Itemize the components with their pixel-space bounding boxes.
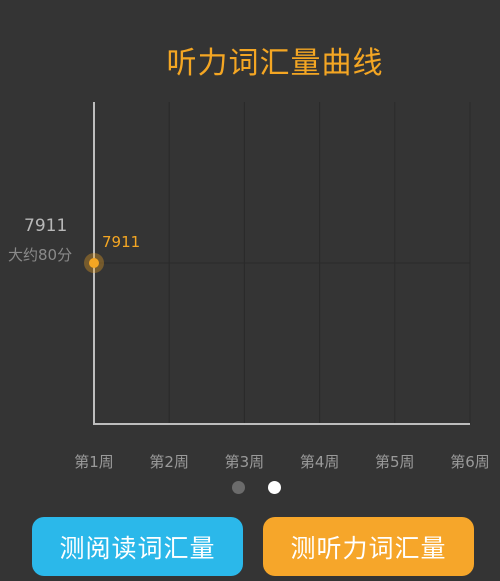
series-points: 7911 [84,233,140,273]
y-axis-value-label: 7911 [24,216,68,236]
x-tick-label: 第2周 [149,453,189,471]
chart-title: 听力词汇量曲线 [166,46,384,81]
x-tick-label: 第6周 [450,453,490,471]
x-axis-ticks: 第1周 第2周 第3周 第4周 第5周 第6周 [74,453,490,471]
test-listening-vocabulary-button[interactable]: 测听力词汇量 [263,517,474,576]
chart-grid [94,102,471,424]
x-tick-label: 第3周 [225,453,265,471]
data-point[interactable] [89,258,99,268]
x-tick-label: 第1周 [74,453,114,471]
vocabulary-chart: 第1周 第2周 第3周 第4周 第5周 第6周 7911 [74,102,490,471]
x-tick-label: 第5周 [375,453,415,471]
page-dot-2[interactable] [268,481,281,494]
page-indicator [232,481,281,494]
data-label: 7911 [102,233,140,251]
test-reading-vocabulary-button[interactable]: 测阅读词汇量 [32,517,243,576]
y-axis-score-label: 大约80分 [8,246,73,264]
page-dot-1[interactable] [232,481,245,494]
x-tick-label: 第4周 [300,453,340,471]
